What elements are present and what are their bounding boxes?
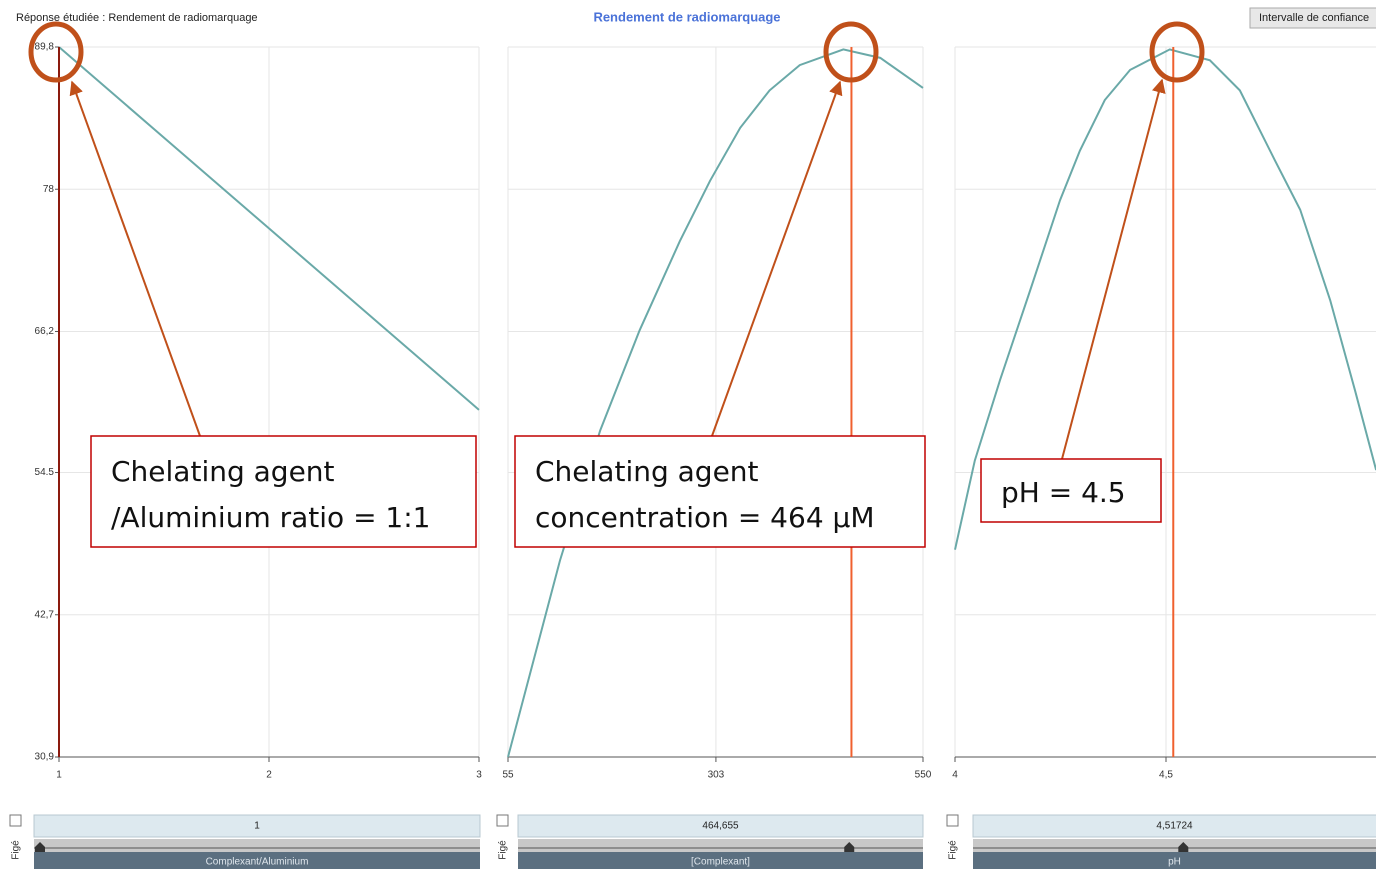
factor-bar: [34, 852, 480, 869]
x-tick-label: 550: [915, 770, 932, 781]
slider-thumb[interactable]: [844, 842, 855, 852]
slider-track: [518, 839, 923, 852]
value-box[interactable]: [517, 814, 924, 838]
highlight-circle: [1149, 21, 1205, 83]
value-label: 1: [254, 821, 260, 832]
y-tick-label: 66,2: [35, 326, 55, 337]
response-curve: [954, 48, 1376, 550]
y-tick-label: 42,7: [35, 609, 55, 620]
freeze-label: Figé: [11, 840, 22, 860]
factor-bar: [518, 852, 923, 869]
factor-label: pH: [1168, 857, 1181, 868]
y-tick-label: 78: [43, 184, 55, 195]
x-tick-label: 4: [952, 770, 958, 781]
title: Rendement de radiomarquage: [593, 9, 780, 24]
factor-bar: [973, 852, 1376, 869]
freeze-checkbox[interactable]: [946, 814, 959, 827]
arrow: [1061, 78, 1166, 460]
callout-box: [514, 435, 926, 548]
button-frame[interactable]: [1249, 7, 1376, 29]
factor-label: Complexant/Aluminium: [206, 857, 309, 868]
x-tick-label: 55: [502, 770, 514, 781]
value-label: 464,655: [702, 821, 739, 832]
callout-text: Chelating agent: [111, 455, 335, 488]
charts: 30,9 42,7 54.5 66,2 78 89,8 1 2 3 Figé 1 Complexant…: [9, 42, 1376, 869]
freeze-checkbox[interactable]: [496, 814, 509, 827]
callout-text: Chelating agent: [535, 455, 759, 488]
y-tick-label: 30,9: [35, 752, 55, 763]
button-label[interactable]: Intervalle de confiance: [1259, 12, 1369, 24]
arrow: [69, 80, 201, 437]
slider-track: [973, 839, 1376, 852]
factor-label: [Complexant]: [691, 857, 750, 868]
x-tick-label: 1: [56, 770, 62, 781]
x-tick-label: 3: [476, 770, 482, 781]
y-tick-label: 54.5: [35, 467, 55, 478]
highlight-circle: [28, 21, 84, 83]
callout-text: pH = 4.5: [1001, 476, 1126, 509]
x-tick-label: 4,5: [1159, 770, 1173, 781]
arrow: [711, 80, 843, 437]
slider-track: [34, 839, 480, 852]
slider-thumb[interactable]: [1178, 842, 1189, 852]
freeze-label: Figé: [948, 840, 959, 860]
callout-text: concentration = 464 µM: [535, 501, 875, 534]
x-tick-label: 303: [708, 770, 725, 781]
response-label: Réponse étudiée : Rendement de radiomarq…: [16, 12, 258, 24]
y-tick-label: 89,8: [35, 42, 55, 53]
x-tick-label: 2: [266, 770, 272, 781]
ci-button[interactable]: Intervalle de confiance: [1249, 7, 1376, 29]
callout-box: [90, 435, 477, 548]
freeze-checkbox[interactable]: [9, 814, 22, 827]
freeze-label: Figé: [498, 840, 509, 860]
callout-box: [980, 458, 1162, 523]
value-box[interactable]: [33, 814, 481, 838]
highlight-circle: [823, 21, 879, 83]
annotations: Chelating agent /Aluminium ratio = 1:1 C…: [28, 21, 1205, 548]
value-label: 4,51724: [1156, 821, 1193, 832]
value-box[interactable]: [972, 814, 1376, 838]
response-curve: [58, 46, 480, 411]
callout-text: /Aluminium ratio = 1:1: [111, 501, 431, 534]
slider-thumb[interactable]: [35, 842, 45, 852]
